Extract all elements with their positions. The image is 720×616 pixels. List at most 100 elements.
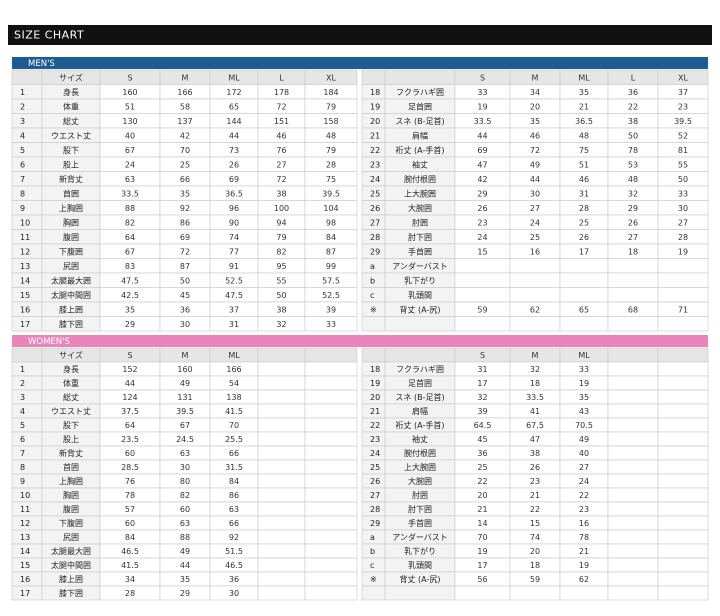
measure-name: 肘下囲 [408, 505, 432, 514]
measure-value: 17 [477, 561, 487, 570]
table-cell [11, 113, 43, 129]
measure-value: 64 [125, 233, 135, 242]
measure-value: 30 [229, 589, 239, 598]
row-number: 20 [370, 117, 380, 126]
size-header: M [182, 73, 189, 82]
measure-name: 身長 [63, 87, 79, 97]
measure-value: 69 [477, 146, 487, 155]
measure-value: 44 [125, 379, 135, 388]
measure-name: 足首囲 [408, 101, 432, 111]
measure-value: 42 [180, 131, 190, 140]
row-number: 26 [370, 477, 380, 486]
measure-value: 23 [678, 102, 688, 111]
measure-value: 79 [326, 102, 336, 111]
measure-name: 総丈 [63, 392, 79, 402]
measure-value: 19 [579, 561, 589, 570]
row-number: 2 [20, 102, 25, 111]
measure-value: 47.5 [121, 276, 139, 285]
measure-value: 59 [477, 305, 487, 314]
measure-name: 裄丈 (A-手首) [396, 420, 445, 430]
measure-name: 首囲 [63, 188, 79, 198]
table-cell [257, 571, 306, 587]
table-cell [657, 389, 709, 405]
measure-value: 86 [229, 491, 239, 500]
measure-value: 21 [477, 505, 487, 514]
measure-value: 46 [579, 175, 589, 184]
table-cell [361, 316, 386, 332]
measure-value: 43 [579, 407, 589, 416]
row-number: 25 [370, 189, 380, 198]
measure-value: 75 [326, 175, 336, 184]
row-number: 21 [370, 407, 380, 416]
size-header: M [532, 73, 539, 82]
measure-value: 73 [229, 146, 239, 155]
measure-name: 裄丈 (A-手首) [396, 145, 445, 155]
measure-value: 41.5 [225, 407, 243, 416]
measure-name: 膝上囲 [59, 304, 83, 314]
measure-value: 31 [579, 189, 589, 198]
table-cell [657, 272, 709, 288]
measure-value: 27 [530, 204, 540, 213]
measure-value: 63 [180, 449, 190, 458]
row-number: 9 [20, 477, 25, 486]
measure-value: 44 [530, 175, 540, 184]
measure-value: 32 [276, 320, 286, 329]
size-header: S [127, 73, 132, 82]
row-number: 18 [370, 88, 380, 97]
table-cell [11, 417, 43, 433]
table-cell [607, 375, 659, 391]
measure-name: 太腿中間囲 [51, 560, 91, 570]
row-number: 28 [370, 505, 380, 514]
measure-value: 32 [628, 189, 638, 198]
table-cell [11, 375, 43, 391]
row-number: 21 [370, 131, 380, 140]
row-number: 4 [20, 131, 25, 140]
table-cell [509, 287, 561, 303]
row-number: 16 [20, 305, 30, 314]
measure-value: 36.5 [225, 189, 243, 198]
row-number: 20 [370, 393, 380, 402]
table-cell [607, 501, 659, 517]
table-cell [304, 473, 358, 489]
measure-value: 45 [180, 291, 190, 300]
table-cell [304, 529, 358, 545]
table-cell [304, 417, 358, 433]
measure-value: 91 [229, 262, 239, 271]
table-cell [657, 557, 709, 573]
size-header: XL [326, 73, 336, 82]
measure-name: 背丈 (A-尻) [400, 574, 441, 584]
measure-value: 42.5 [121, 291, 139, 300]
measure-value: 60 [125, 449, 135, 458]
measure-name: 腕付根囲 [404, 448, 436, 458]
measure-value: 24 [125, 160, 135, 169]
table-cell [257, 459, 306, 475]
measure-name: 肘囲 [412, 491, 428, 500]
measure-value: 63 [180, 519, 190, 528]
measure-value: 25 [530, 233, 540, 242]
measure-value: 31 [229, 320, 239, 329]
measure-name: 手首囲 [408, 246, 432, 256]
measure-value: 22 [579, 491, 589, 500]
table-cell [11, 98, 43, 114]
measure-value: 17 [477, 379, 487, 388]
measure-value: 72 [276, 102, 286, 111]
measure-name: 膝下囲 [59, 588, 83, 598]
size-header: M [532, 351, 539, 360]
table-cell [11, 403, 43, 419]
table-cell [257, 403, 306, 419]
table-cell [607, 529, 659, 545]
measure-value: 17 [579, 247, 589, 256]
measure-value: 158 [323, 117, 338, 126]
measure-value: 65 [229, 102, 239, 111]
table-cell [257, 375, 306, 391]
row-number: 19 [370, 379, 380, 388]
measure-value: 38 [530, 449, 540, 458]
measure-value: 41 [530, 407, 540, 416]
measure-value: 178 [274, 88, 289, 97]
measure-value: 166 [177, 88, 192, 97]
table-cell [607, 543, 659, 559]
row-number: 5 [20, 146, 25, 155]
size-header: L [279, 73, 284, 82]
table-cell [657, 375, 709, 391]
